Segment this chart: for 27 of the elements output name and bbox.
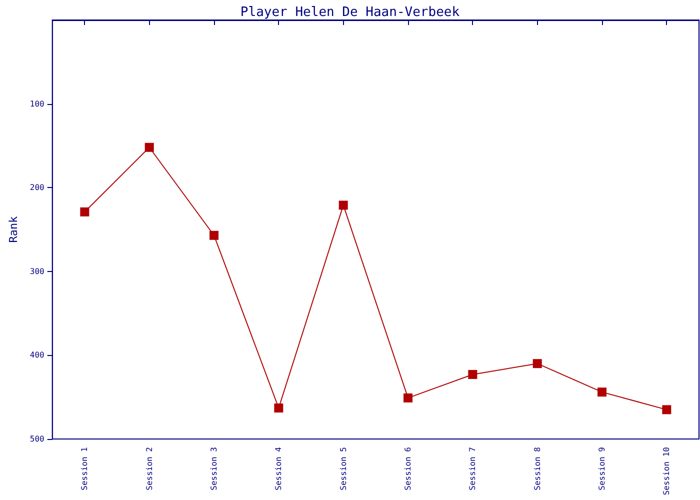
x-tick-label: Session 8: [532, 446, 542, 490]
x-tick-label: Session 2: [144, 446, 154, 490]
y-tick-label: 300: [30, 266, 45, 276]
x-tick-label: Session 1: [80, 446, 90, 490]
x-tick-label: Session 10: [662, 446, 672, 496]
point: [662, 405, 672, 414]
point: [598, 388, 606, 397]
x-tick-label: Session 6: [404, 446, 413, 490]
x-tick-label: Session 7: [468, 446, 478, 490]
x-tick-label: Session 3: [210, 446, 219, 490]
y-tick-label: 100: [30, 99, 45, 108]
point: [532, 359, 542, 368]
chart-title: Player Helen De Haan-Verbeek: [240, 5, 460, 20]
point: [404, 393, 413, 402]
point: [274, 403, 284, 412]
point: [468, 370, 478, 379]
x-tick-label: Session 9: [598, 446, 606, 490]
point: [80, 207, 90, 216]
y-tick-label: 500: [30, 434, 45, 444]
point: [210, 230, 219, 240]
y-tick-label: 200: [30, 183, 45, 192]
point: [144, 142, 154, 152]
x-tick-label: Session 4: [274, 446, 284, 490]
y-tick-label: 400: [30, 350, 45, 360]
point: [338, 200, 348, 210]
x-tick-label: Session 5: [338, 446, 348, 490]
y-axis-title: Rank: [7, 216, 20, 243]
